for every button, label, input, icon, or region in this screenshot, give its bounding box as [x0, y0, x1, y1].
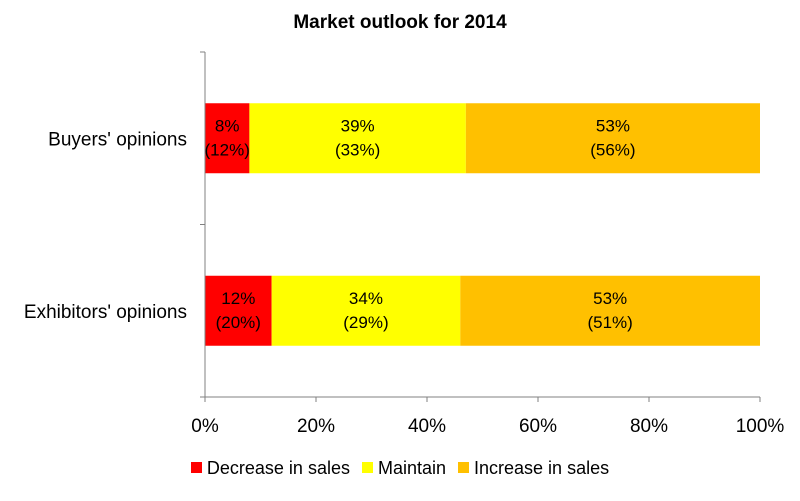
legend-swatch	[190, 462, 202, 473]
data-label: (56%)	[590, 140, 635, 159]
legend-swatch	[361, 462, 373, 473]
x-tick-label: 80%	[630, 416, 668, 437]
data-label: (20%)	[216, 313, 261, 332]
data-label: 39%	[341, 116, 375, 135]
data-label: (12%)	[205, 140, 250, 159]
data-label: 53%	[593, 289, 627, 308]
chart-legend: Decrease in sales Maintain Increase in sal…	[0, 458, 800, 479]
legend-item: Increase in sales	[458, 458, 609, 479]
legend-label: Maintain	[377, 458, 447, 478]
bar-segment	[249, 103, 466, 174]
x-tick-label: 100%	[736, 416, 785, 437]
data-label: (33%)	[335, 140, 380, 159]
bar-segment	[465, 103, 760, 174]
data-label: 53%	[596, 116, 630, 135]
bar-segment	[460, 275, 760, 346]
legend-item: Decrease in sales	[190, 458, 350, 479]
data-label: 8%	[215, 116, 240, 135]
data-label: 34%	[349, 289, 383, 308]
data-label: (51%)	[587, 313, 632, 332]
legend-swatch	[458, 462, 470, 473]
legend-label: Increase in sales	[474, 458, 610, 478]
category-label: Exhibitors' opinions	[24, 302, 187, 323]
x-tick-label: 20%	[297, 416, 335, 437]
x-tick-label: 0%	[191, 416, 219, 437]
data-label: 12%	[221, 289, 255, 308]
x-tick-label: 60%	[519, 416, 557, 437]
bar-segment	[205, 103, 250, 174]
chart-title: Market outlook for 2014	[293, 12, 507, 33]
legend-label: Decrease in sales	[206, 458, 350, 478]
category-label: Buyers' opinions	[48, 129, 187, 150]
data-label: (29%)	[343, 313, 388, 332]
x-tick-label: 40%	[408, 416, 446, 437]
bar-segment	[205, 275, 272, 346]
legend-item: Maintain	[361, 458, 447, 479]
bar-segment	[271, 275, 461, 346]
